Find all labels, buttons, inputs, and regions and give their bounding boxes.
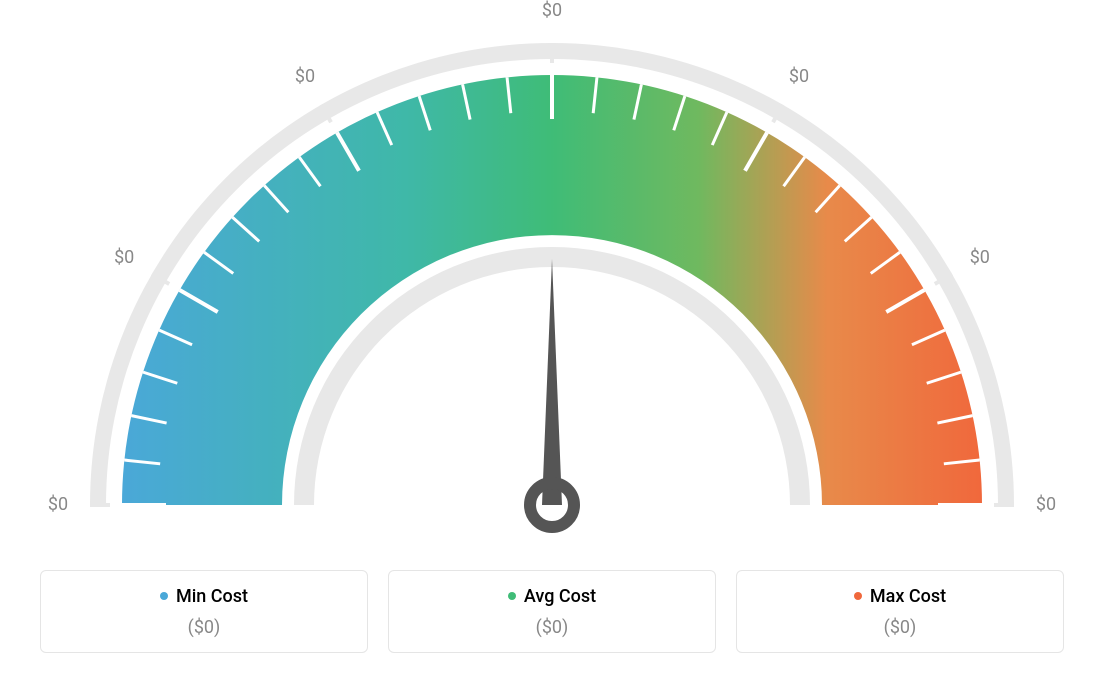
- legend-label-avg: Avg Cost: [524, 586, 596, 607]
- legend-title-max: Max Cost: [854, 586, 946, 607]
- legend-dot-max: [854, 592, 862, 600]
- gauge-area: $0 $0 $0 $0 $0 $0 $0: [0, 0, 1104, 560]
- legend-value-min: ($0): [51, 617, 357, 638]
- svg-text:$0: $0: [970, 247, 990, 268]
- legend-label-min: Min Cost: [176, 586, 248, 607]
- legend-card-min: Min Cost ($0): [40, 570, 368, 653]
- legend-row: Min Cost ($0) Avg Cost ($0) Max Cost ($0…: [0, 570, 1104, 653]
- legend-title-min: Min Cost: [160, 586, 248, 607]
- legend-value-max: ($0): [747, 617, 1053, 638]
- gauge-svg: $0 $0 $0 $0 $0 $0 $0: [0, 0, 1104, 560]
- legend-card-avg: Avg Cost ($0): [388, 570, 716, 653]
- legend-dot-avg: [508, 592, 516, 600]
- cost-gauge-widget: $0 $0 $0 $0 $0 $0 $0 Min Cost ($0) Avg Cost ($…: [0, 0, 1104, 690]
- legend-dot-min: [160, 592, 168, 600]
- svg-text:$0: $0: [789, 66, 809, 87]
- legend-value-avg: ($0): [399, 617, 705, 638]
- legend-title-avg: Avg Cost: [508, 586, 596, 607]
- legend-card-max: Max Cost ($0): [736, 570, 1064, 653]
- svg-text:$0: $0: [114, 247, 134, 268]
- legend-label-max: Max Cost: [870, 586, 946, 607]
- svg-text:$0: $0: [48, 494, 68, 515]
- svg-text:$0: $0: [1036, 494, 1056, 515]
- svg-text:$0: $0: [542, 0, 562, 21]
- svg-text:$0: $0: [295, 66, 315, 87]
